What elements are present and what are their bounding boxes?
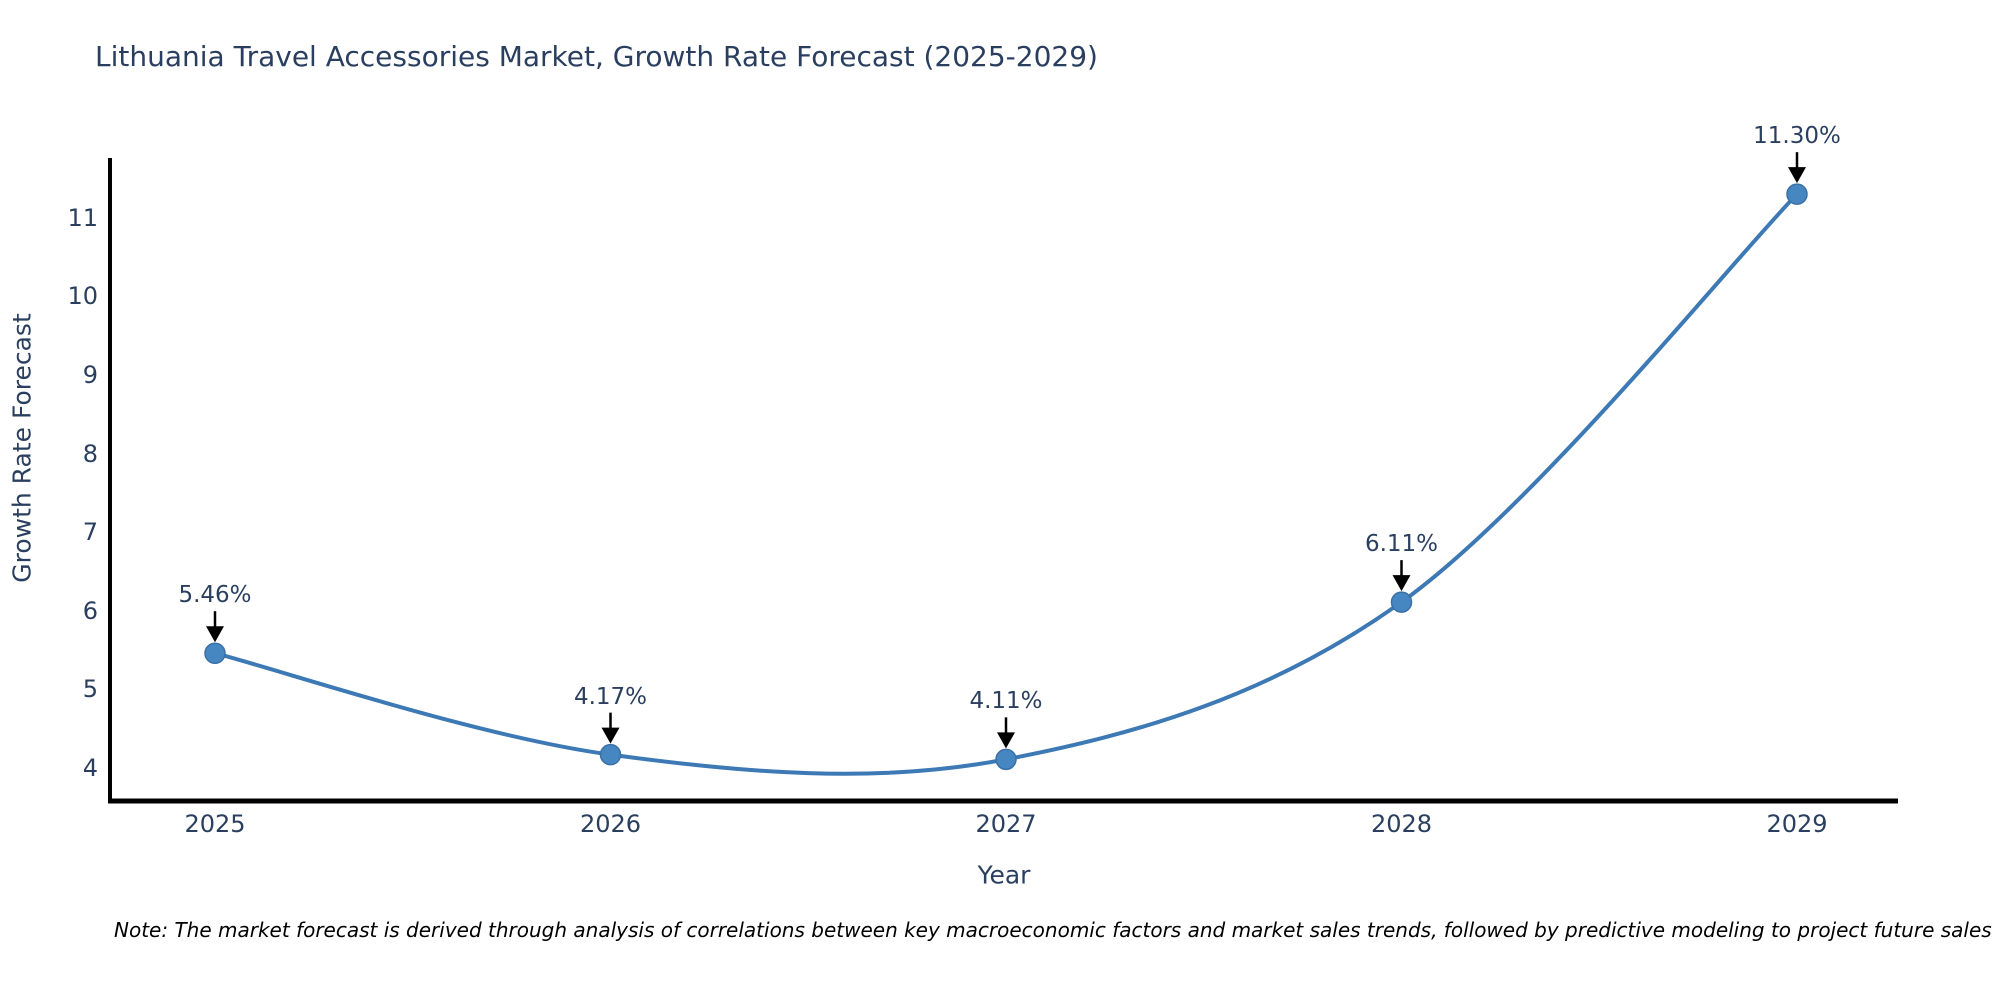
forecast-line xyxy=(213,192,1799,776)
y-tick-label: 5 xyxy=(82,675,98,704)
annotation-arrowhead xyxy=(997,732,1015,749)
y-tick-label: 9 xyxy=(82,360,98,389)
annotation-arrowhead xyxy=(1788,167,1806,184)
data-point-marker xyxy=(1390,591,1413,613)
x-tick-label: 2028 xyxy=(1370,810,1433,838)
data-point-label: 4.17% xyxy=(573,683,648,710)
data-point-label: 6.11% xyxy=(1364,531,1439,558)
data-point-marker xyxy=(599,743,622,766)
y-tick-label: 8 xyxy=(82,439,98,468)
annotation-arrowhead xyxy=(601,727,620,744)
data-point-label: 11.30% xyxy=(1753,123,1841,150)
annotation-arrowhead xyxy=(206,626,224,643)
footnote: Note: The market forecast is derived thr… xyxy=(114,918,1992,942)
y-tick-label: 11 xyxy=(67,203,98,232)
chart-title: Lithuania Travel Accessories Market, Gro… xyxy=(95,40,1098,73)
x-axis-title: Year xyxy=(977,860,1031,890)
y-tick-label: 10 xyxy=(67,282,98,311)
data-point-marker xyxy=(1786,183,1808,205)
data-point-label: 5.46% xyxy=(178,582,252,609)
data-point-label: 4.11% xyxy=(969,688,1043,715)
data-point-marker xyxy=(995,748,1017,771)
y-tick-label: 4 xyxy=(82,753,98,782)
y-tick-label: 7 xyxy=(82,518,98,547)
data-point-marker xyxy=(204,642,226,664)
x-tick-label: 2025 xyxy=(184,810,246,838)
annotation-arrowhead xyxy=(1392,575,1411,592)
y-tick-label: 6 xyxy=(82,596,98,625)
x-tick-label: 2029 xyxy=(1766,810,1828,838)
x-tick-label: 2026 xyxy=(579,810,642,838)
x-tick-label: 2027 xyxy=(975,810,1037,838)
